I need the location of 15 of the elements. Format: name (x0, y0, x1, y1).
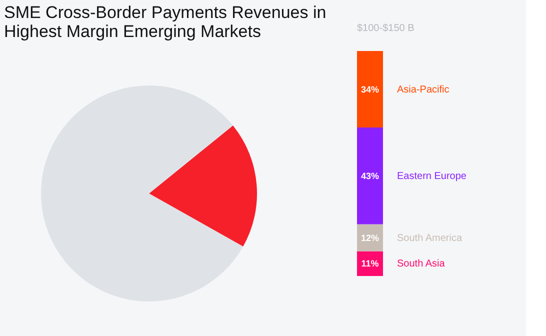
bar (357, 51, 383, 128)
series-label: Asia-Pacific (397, 84, 450, 96)
bar (357, 224, 383, 252)
bar (357, 128, 383, 224)
pie-slice (149, 126, 257, 247)
pie-slice (41, 86, 244, 302)
series-label: South Asia (397, 258, 446, 270)
chart-title: $100-$150 B (357, 23, 415, 34)
chart-title: SME Cross-Border Payments Revenues in Highest Margin Emerging Markets (4, 3, 326, 41)
data-label: 12% (360, 232, 380, 243)
data-label: 34% (360, 84, 380, 94)
series-label: Eastern Europe (397, 170, 467, 182)
data-label: 11% (361, 258, 379, 269)
series-label: South America (397, 232, 462, 244)
data-label: 43% (360, 170, 380, 181)
